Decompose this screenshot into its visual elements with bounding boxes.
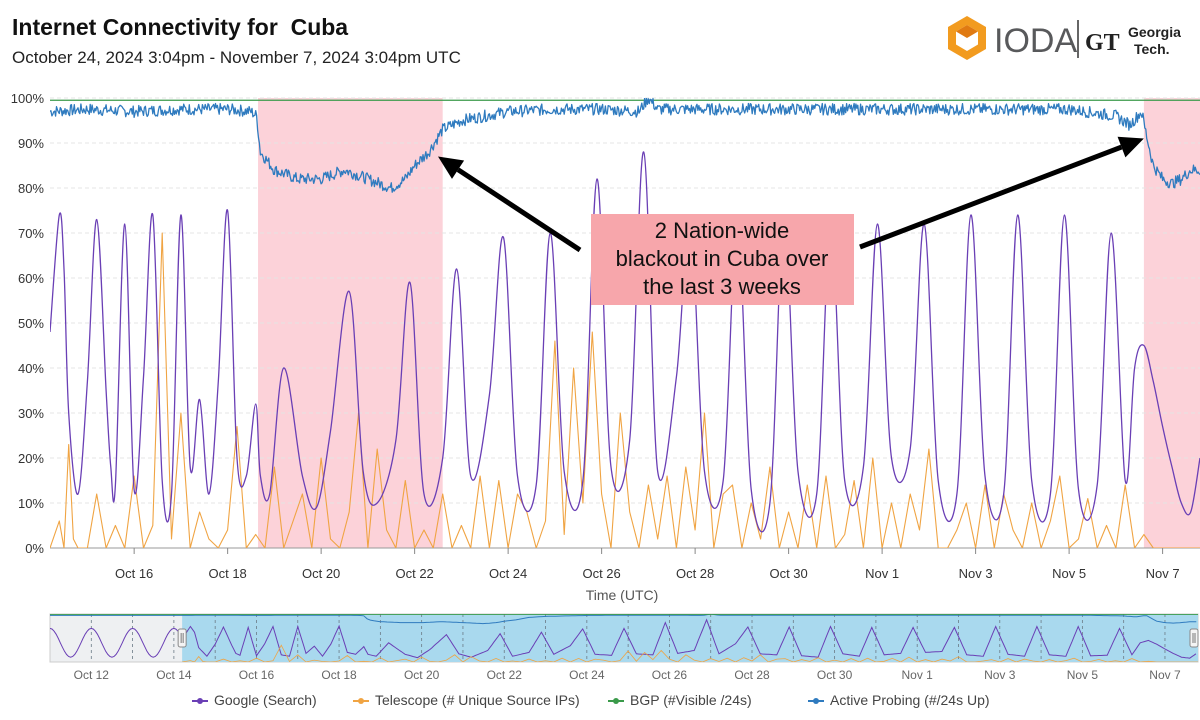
legend-item-probing[interactable]: Active Probing (#/24s Up) <box>808 692 990 708</box>
annotation-box <box>591 214 854 305</box>
page-title: Internet Connectivity for Cuba <box>12 14 349 40</box>
navigator-handle-right[interactable] <box>1189 628 1199 648</box>
y-tick-label: 20% <box>18 451 44 466</box>
x-axis-label: Time (UTC) <box>586 587 659 603</box>
legend-label-probing: Active Probing (#/24s Up) <box>830 692 990 708</box>
y-tick-label: 80% <box>18 181 44 196</box>
x-tick-label: Oct 26 <box>582 566 620 581</box>
y-tick-label: 50% <box>18 316 44 331</box>
gt-text-line1: Georgia <box>1128 24 1181 40</box>
gt-mark: GT <box>1085 30 1120 56</box>
navigator-series <box>50 614 1198 662</box>
navigator-tick-label: Oct 22 <box>487 668 523 682</box>
navigator-tick-label: Oct 12 <box>74 668 110 682</box>
y-tick-label: 70% <box>18 226 44 241</box>
y-tick-label: 60% <box>18 271 44 286</box>
navigator-tick-label: Oct 20 <box>404 668 440 682</box>
y-tick-label: 40% <box>18 361 44 376</box>
navigator-tick-label: Oct 14 <box>156 668 192 682</box>
navigator-line-telescope <box>182 644 1198 662</box>
ioda-logo-text: IODA <box>994 22 1077 60</box>
navigator-tick-label: Nov 7 <box>1149 668 1181 682</box>
legend-label-google: Google (Search) <box>214 692 317 708</box>
x-tick-label: Nov 5 <box>1052 566 1086 581</box>
y-tick-label: 30% <box>18 406 44 421</box>
navigator-handle-left[interactable] <box>177 628 187 648</box>
navigator-line-google <box>50 618 1197 659</box>
ioda-hexagon-icon <box>948 16 986 60</box>
legend-label-bgp: BGP (#Visible /24s) <box>630 692 752 708</box>
annotation-arrow-1 <box>456 167 582 253</box>
annotation-arrowhead-2 <box>1117 136 1144 158</box>
navigator-tick-label: Oct 24 <box>569 668 605 682</box>
navigator-tick-label: Nov 3 <box>984 668 1016 682</box>
y-tick-label: 100% <box>11 91 45 106</box>
x-tick-label: Oct 18 <box>208 566 246 581</box>
y-tick-label: 0% <box>25 541 44 556</box>
legend: Google (Search) Telescope (# Unique Sour… <box>0 686 1200 714</box>
y-tick-label: 10% <box>18 496 44 511</box>
gt-text-line2: Tech. <box>1134 41 1170 57</box>
annotation-line-1: 2 Nation-wide <box>655 218 790 243</box>
navigator-tick-label: Nov 1 <box>902 668 934 682</box>
series-line-probing <box>50 98 1200 193</box>
x-tick-label: Nov 7 <box>1146 566 1180 581</box>
x-tick-label: Nov 1 <box>865 566 899 581</box>
annotation-arrow-2 <box>859 144 1123 250</box>
navigator-tick-label: Oct 16 <box>239 668 275 682</box>
x-tick-label: Oct 20 <box>302 566 340 581</box>
navigator-tick-label: Oct 18 <box>321 668 357 682</box>
x-tick-label: Nov 3 <box>959 566 993 581</box>
x-tick-label: Oct 28 <box>676 566 714 581</box>
x-tick-label: Oct 30 <box>769 566 807 581</box>
series-line-telescope <box>50 232 1200 548</box>
x-tick-label: Oct 16 <box>115 566 153 581</box>
annotation-line-3: the last 3 weeks <box>643 274 801 299</box>
legend-item-google[interactable]: Google (Search) <box>192 692 317 708</box>
page-subtitle: October 24, 2024 3:04pm - November 7, 20… <box>12 48 461 67</box>
legend-label-telescope: Telescope (# Unique Source IPs) <box>375 692 580 708</box>
y-tick-label: 90% <box>18 136 44 151</box>
x-tick-label: Oct 24 <box>489 566 527 581</box>
annotation-arrowhead-1 <box>438 156 465 179</box>
logo: IODA GT Georgia Tech. <box>948 16 1181 60</box>
navigator-tick-label: Oct 28 <box>734 668 770 682</box>
navigator-tick-label: Nov 5 <box>1067 668 1099 682</box>
x-tick-label: Oct 22 <box>395 566 433 581</box>
legend-item-bgp[interactable]: BGP (#Visible /24s) <box>608 692 752 708</box>
navigator-tick-label: Oct 26 <box>652 668 688 682</box>
series-line-google <box>50 151 1200 533</box>
legend-item-telescope[interactable]: Telescope (# Unique Source IPs) <box>353 692 580 708</box>
annotation-line-2: blackout in Cuba over <box>616 246 829 271</box>
navigator-line-probing <box>50 614 1197 625</box>
navigator-selection[interactable] <box>182 614 1198 662</box>
navigator-tick-label: Oct 30 <box>817 668 853 682</box>
